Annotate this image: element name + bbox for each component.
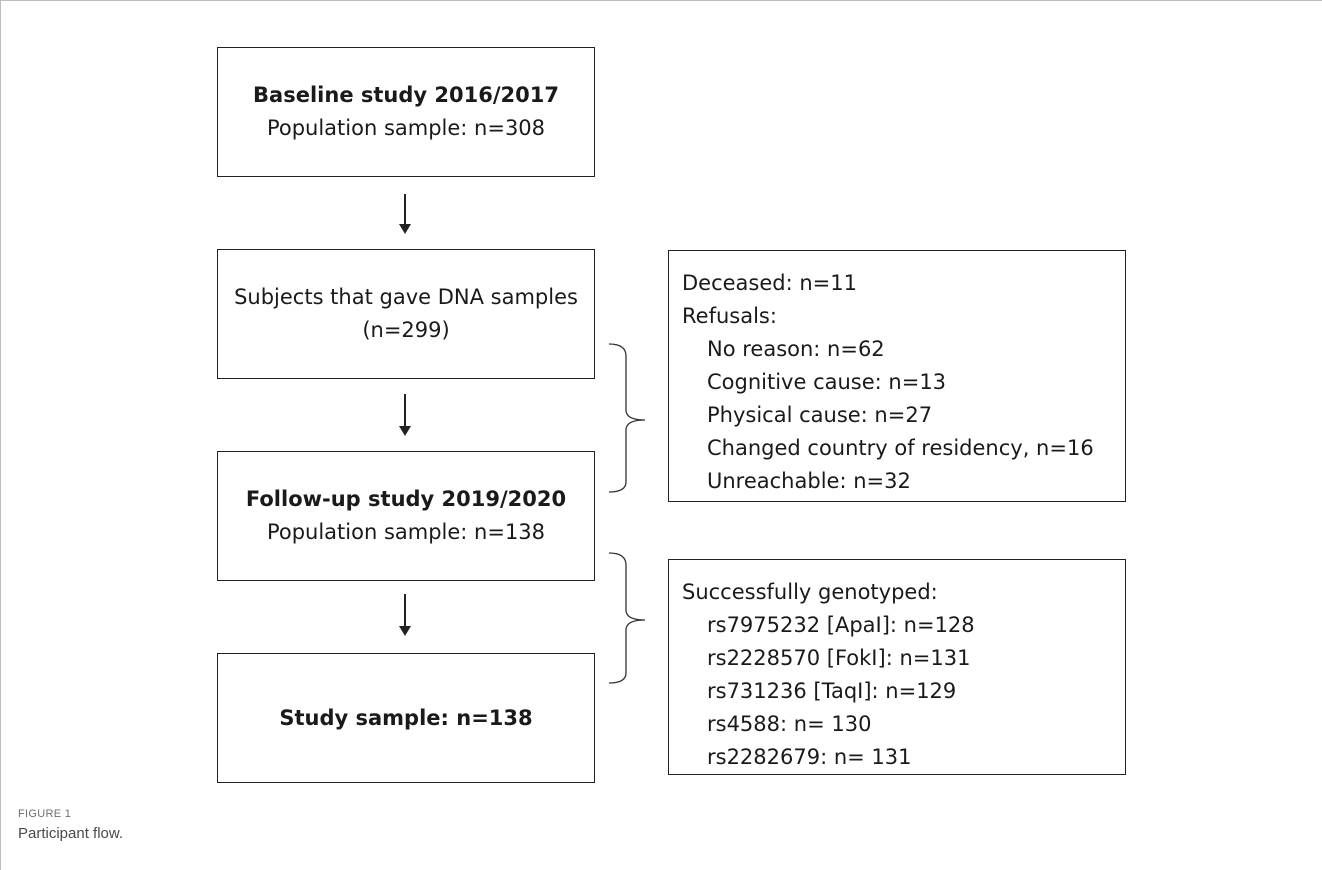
frame-left-border bbox=[0, 0, 1, 870]
arrow-followup-to-study bbox=[399, 594, 411, 636]
genotyped-item: rs2282679: n= 131 bbox=[707, 745, 912, 769]
genotyped-bracket bbox=[608, 552, 646, 684]
exclusion-no-reason: No reason: n=62 bbox=[707, 337, 885, 361]
genotyped-item: rs731236 [TaqI]: n=129 bbox=[707, 679, 957, 703]
genotyped-box: Successfully genotyped: rs7975232 [ApaI]… bbox=[668, 559, 1126, 775]
study-sample-title: Study sample: n=138 bbox=[279, 705, 533, 730]
dna-samples-box: Subjects that gave DNA samples (n=299) bbox=[217, 249, 595, 379]
figure-caption: Participant flow. bbox=[18, 825, 124, 842]
arrow-dna-to-followup bbox=[399, 394, 411, 436]
exclusion-changed-country: Changed country of residency, n=16 bbox=[707, 436, 1094, 460]
exclusion-deceased: Deceased: n=11 bbox=[682, 271, 857, 295]
exclusion-refusals-header: Refusals: bbox=[682, 304, 777, 328]
dna-samples-text: Subjects that gave DNA samples bbox=[234, 285, 578, 309]
baseline-study-sample: Population sample: n=308 bbox=[266, 116, 546, 140]
exclusions-box: Deceased: n=11 Refusals: No reason: n=62… bbox=[668, 250, 1126, 502]
arrow-baseline-to-dna bbox=[399, 194, 411, 234]
frame-top-border bbox=[0, 0, 1322, 1]
figure-label: FIGURE 1 bbox=[18, 808, 72, 820]
followup-study-sample: Population sample: n=138 bbox=[266, 520, 546, 544]
followup-study-title: Follow-up study 2019/2020 bbox=[245, 487, 567, 511]
genotyped-item: rs4588: n= 130 bbox=[707, 712, 872, 736]
dna-samples-count: (n=299) bbox=[362, 318, 450, 342]
followup-study-box: Follow-up study 2019/2020 Population sam… bbox=[217, 451, 595, 581]
baseline-study-box: Baseline study 2016/2017 Population samp… bbox=[217, 47, 595, 177]
baseline-study-title: Baseline study 2016/2017 bbox=[253, 83, 559, 107]
study-sample-box: Study sample: n=138 bbox=[217, 653, 595, 783]
exclusion-bracket bbox=[608, 343, 646, 493]
genotyped-item: rs7975232 [ApaI]: n=128 bbox=[707, 613, 975, 637]
genotyped-item: rs2228570 [FokI]: n=131 bbox=[707, 646, 971, 670]
exclusion-unreachable: Unreachable: n=32 bbox=[707, 469, 911, 493]
exclusion-cognitive: Cognitive cause: n=13 bbox=[707, 370, 947, 394]
genotyped-header: Successfully genotyped: bbox=[682, 580, 938, 604]
exclusion-physical: Physical cause: n=27 bbox=[707, 403, 933, 427]
